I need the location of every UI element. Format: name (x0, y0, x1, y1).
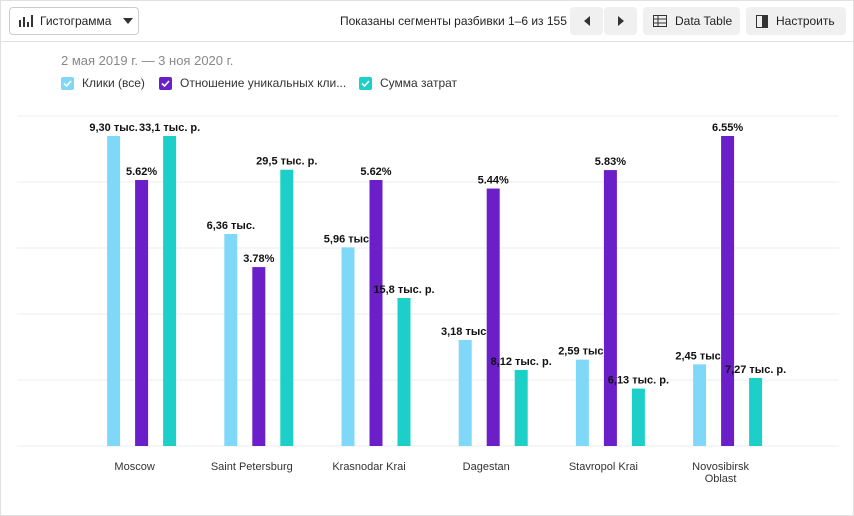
legend-checkbox[interactable] (359, 76, 372, 90)
data-label: 3.78% (243, 253, 274, 265)
legend-checkbox[interactable] (159, 76, 172, 90)
data-label: 29,5 тыс. р. (256, 156, 317, 168)
bar (369, 180, 383, 447)
bar (749, 377, 763, 446)
date-range: 2 мая 2019 г. — 3 ноя 2020 г. (61, 53, 234, 68)
prev-icon (583, 16, 590, 26)
check (361, 79, 370, 87)
next-button[interactable] (604, 7, 637, 35)
settings-label: Настроить (776, 14, 835, 28)
data-label: 3,18 тыс. (441, 326, 489, 338)
x-tick-label: Stavropol Krai (568, 461, 638, 473)
bar (693, 364, 707, 446)
legend-item: Отношение уникальных кли... (159, 76, 346, 90)
table-icon (653, 15, 667, 27)
data-label: 33,1 тыс. р. (139, 122, 200, 134)
data-label: 7,27 тыс. р. (725, 364, 786, 376)
data-label: 6,36 тыс. (207, 220, 255, 232)
bar (135, 180, 149, 447)
toolbar-divider (1, 41, 853, 42)
settings-icon (756, 14, 768, 28)
data-label: 6.55% (712, 122, 743, 134)
pagination-text: Показаны сегменты разбивки 1–6 из 155 (340, 14, 567, 28)
data-label: 5.83% (595, 156, 626, 168)
x-tick-label: Saint Petersburg (210, 461, 293, 473)
data-label: 5.44% (478, 175, 509, 187)
legend-label: Клики (все) (82, 76, 145, 90)
x-tick-label: Novosibirsk Oblast (692, 461, 750, 485)
bar (280, 169, 294, 447)
bar (575, 359, 589, 446)
x-tick-label: Dagestan (462, 461, 510, 473)
bar (341, 247, 355, 446)
bar (603, 170, 617, 446)
data-label: 5.62% (360, 166, 391, 178)
caret (123, 18, 134, 24)
data-label: 2,59 тыс. (558, 346, 606, 358)
chart-type-label: Гистограмма (40, 14, 112, 28)
next-icon (617, 16, 624, 26)
data-label: 8,12 тыс. р. (491, 356, 552, 368)
legend-label: Отношение уникальных кли... (180, 76, 347, 90)
x-tick-label: Moscow (114, 461, 155, 473)
bar (721, 136, 735, 446)
legend-item: Клики (все) (61, 76, 145, 90)
legend-item: Сумма затрат (359, 76, 457, 90)
bar (107, 136, 121, 446)
chart-type-button[interactable]: Гистограмма (9, 7, 139, 35)
legend-label: Сумма затрат (380, 76, 458, 90)
data-table-button[interactable]: Data Table (643, 7, 740, 35)
data-label: 5.62% (126, 166, 157, 178)
data-label: 15,8 тыс. р. (373, 284, 434, 296)
bar (486, 188, 500, 446)
bar (252, 267, 266, 446)
data-label: 2,45 тыс. (675, 350, 723, 362)
data-label: 9,30 тыс. (89, 122, 137, 134)
bar (631, 388, 645, 446)
settings-button[interactable]: Настроить (746, 7, 846, 35)
bar (163, 136, 177, 446)
bar (458, 340, 472, 446)
check (63, 79, 72, 87)
data-label: 6,13 тыс. р. (608, 375, 669, 387)
data-table-label: Data Table (675, 14, 733, 28)
x-tick-label: Krasnodar Krai (332, 461, 406, 473)
chart-icon (19, 15, 33, 27)
bar (514, 369, 528, 446)
legend-checkbox[interactable] (61, 76, 74, 90)
check (161, 79, 170, 87)
bar (224, 234, 238, 446)
prev-button[interactable] (570, 7, 603, 35)
bar (397, 298, 411, 446)
data-label: 5,96 тыс. (324, 233, 372, 245)
